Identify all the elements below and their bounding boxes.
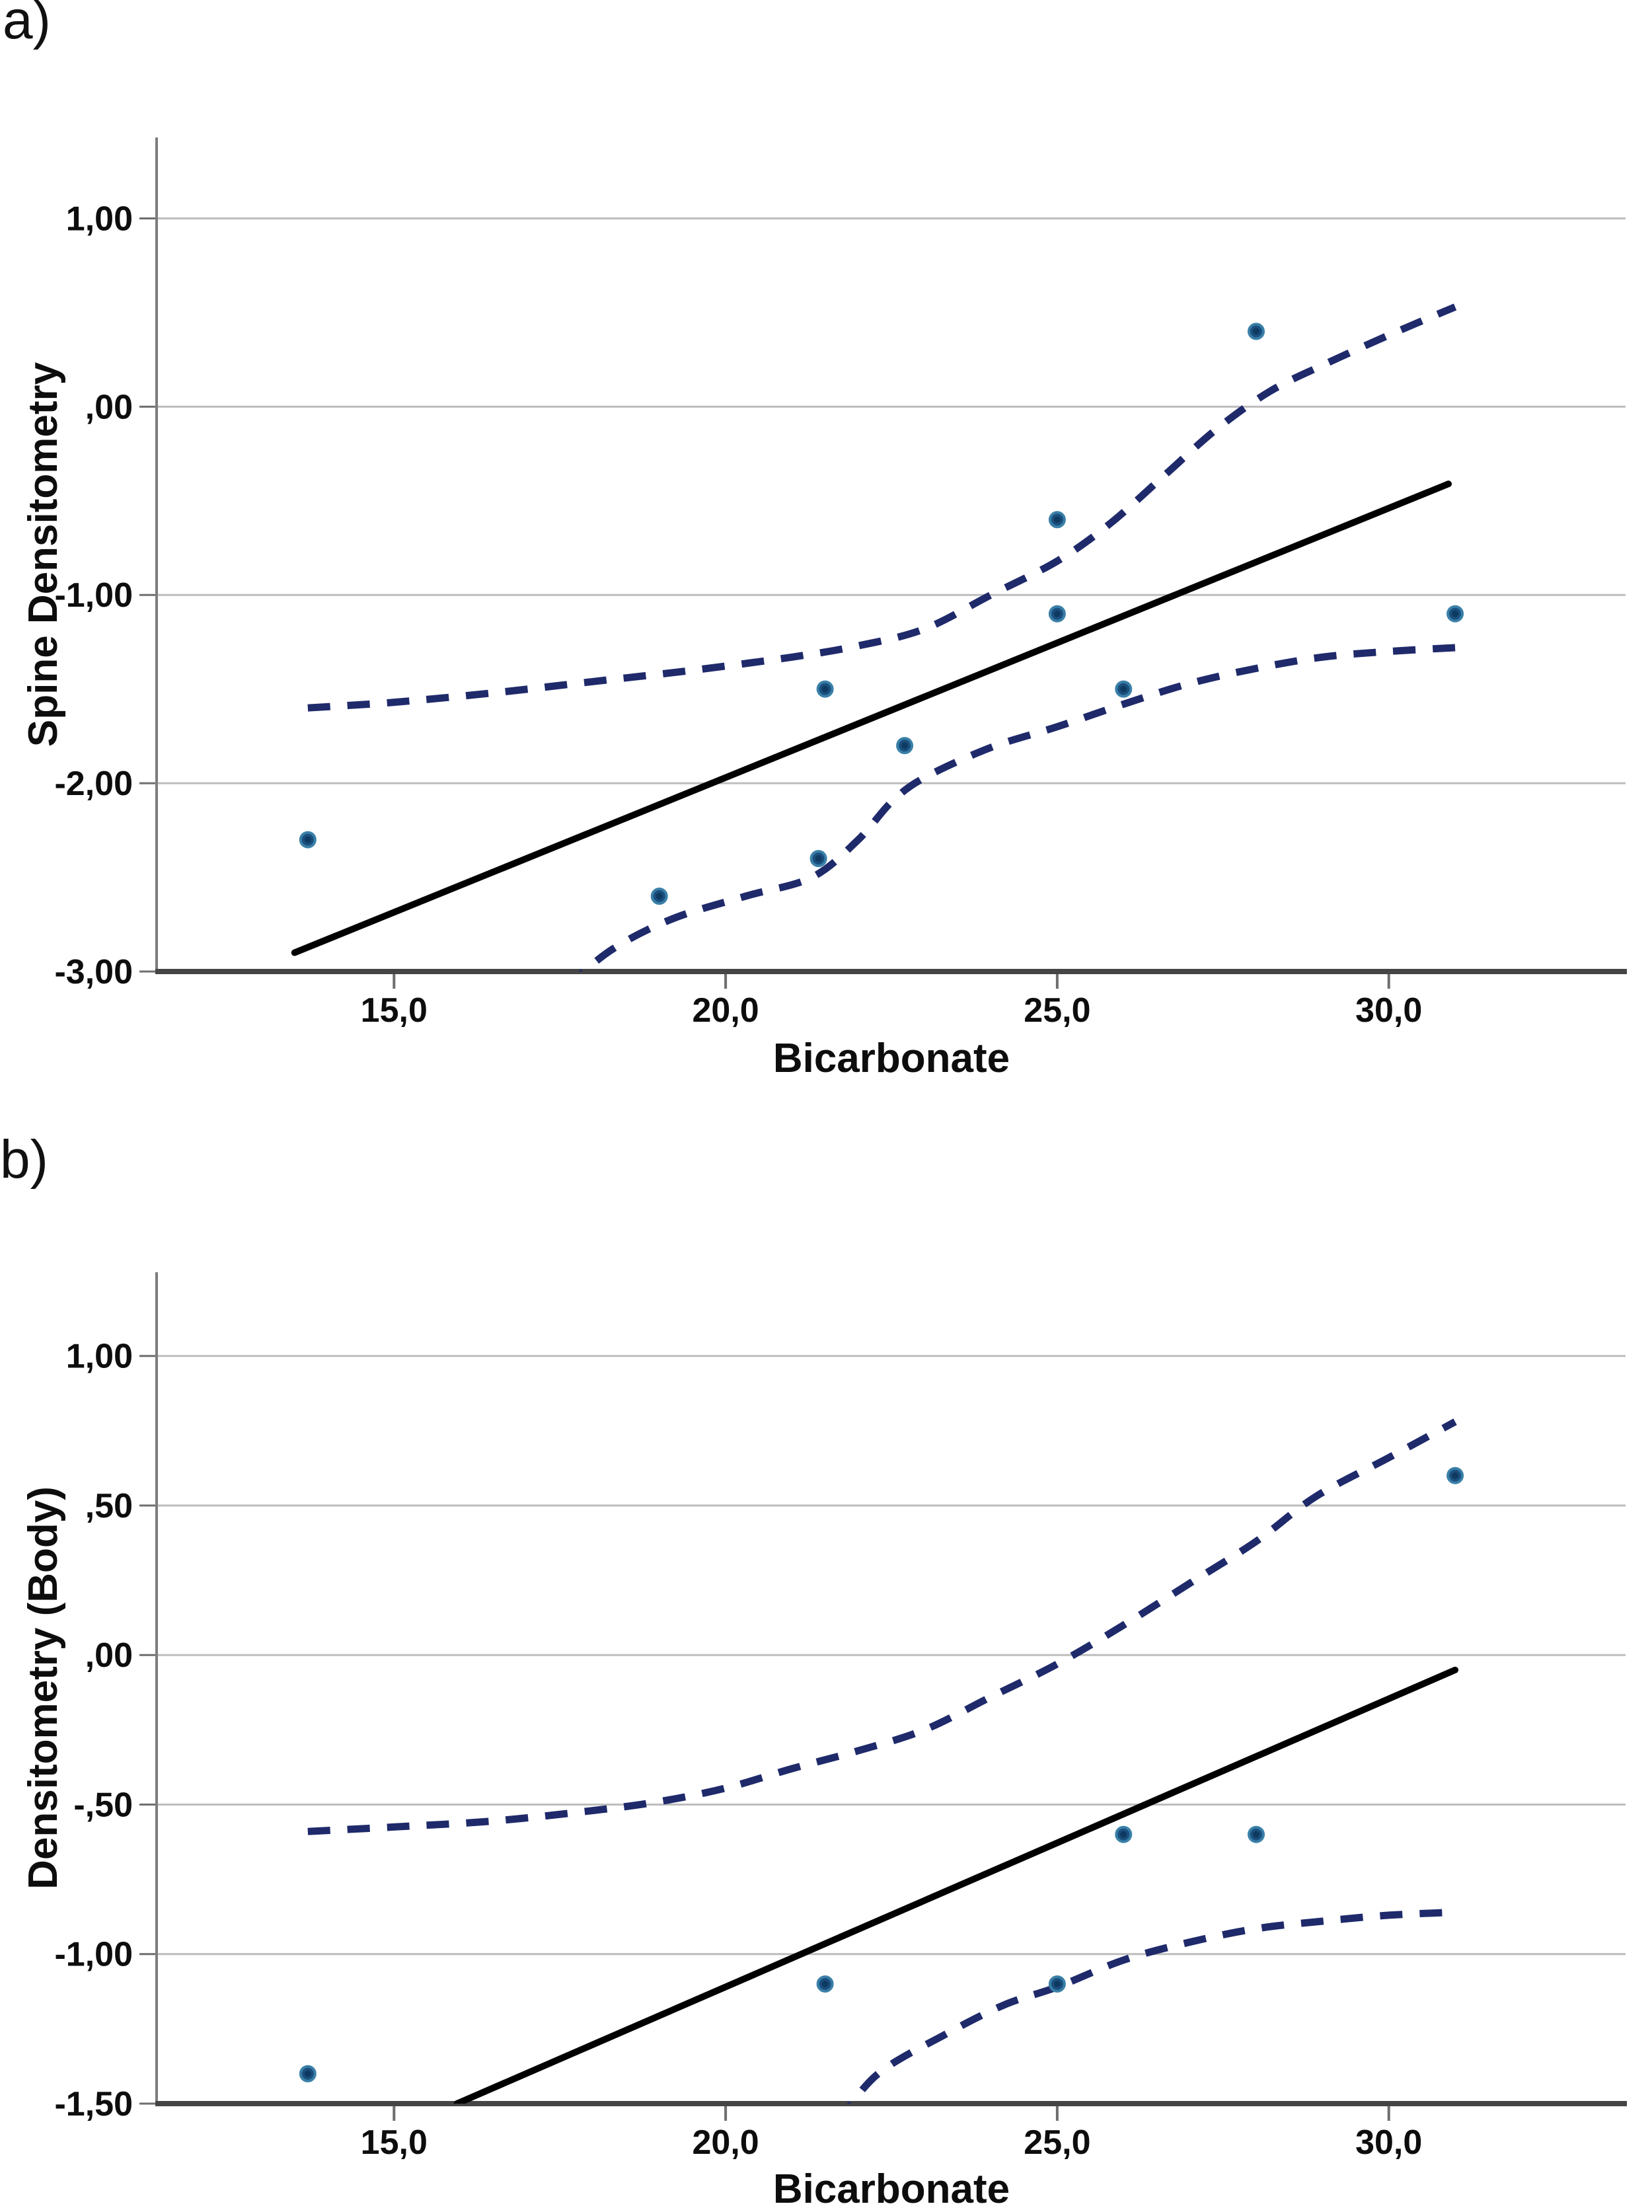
panel-b: b) Densitometry (Body) Bicarbonate 1,00,…	[0, 1129, 1627, 2212]
plot-b-y-axis-title: Densitometry (Body)	[20, 1486, 66, 1889]
y-tick-label: 1,00	[66, 1338, 133, 1376]
plot-a-y-axis-title: Spine Densitometry	[20, 362, 66, 747]
plot-a-x-axis-title: Bicarbonate	[773, 1036, 1010, 1081]
plot-b-x-axis-title: Bicarbonate	[773, 2166, 1010, 2212]
ci-upper-curve	[307, 1418, 1457, 1835]
y-tick-label: -3,00	[54, 953, 133, 991]
x-tick-label: 25,0	[1024, 2123, 1090, 2162]
data-point-core	[1120, 1831, 1127, 1838]
x-tick-label: 15,0	[361, 2123, 428, 2162]
y-tick-label: -1,50	[54, 2085, 133, 2123]
panel-b-label: b)	[0, 1129, 48, 1190]
x-tick-label: 25,0	[1024, 991, 1090, 1030]
y-tick-label: 1,00	[66, 200, 133, 238]
data-point-core	[1053, 516, 1061, 523]
data-point-core	[1452, 1472, 1459, 1479]
data-point-core	[815, 855, 822, 862]
fit-line	[291, 480, 1452, 956]
data-point-core	[821, 685, 829, 693]
ci-lower-curve	[846, 1908, 1456, 2104]
ci-upper-curve	[307, 303, 1457, 712]
data-point-core	[1120, 685, 1127, 693]
panel-a-label: a)	[3, 0, 51, 50]
data-point-core	[1252, 1831, 1259, 1838]
panel-a: a) Spine Densitometry Bicarbonate 1,00 ,0…	[3, 0, 1627, 1081]
y-tick-label: ,50	[85, 1487, 133, 1525]
x-tick-label: 20,0	[692, 2123, 759, 2162]
data-point-core	[1252, 328, 1259, 335]
data-point-core	[656, 893, 663, 900]
data-point-core	[304, 2070, 311, 2077]
fit-line	[453, 1666, 1459, 2104]
y-tick-label: -1,00	[54, 1936, 133, 1974]
y-tick-label: -2,00	[54, 765, 133, 803]
x-tick-label: 20,0	[692, 991, 759, 1030]
y-tick-label: -1,00	[54, 576, 133, 615]
ci-lower-curve	[578, 644, 1456, 972]
data-point-core	[1053, 610, 1061, 617]
data-point-core	[901, 742, 909, 749]
plot-a-canvas: 1,00 ,00 -1,00 -2,00 -3,00 15,0 20,0 25,0 30,0	[54, 137, 1627, 1030]
data-point-core	[821, 1980, 829, 1987]
y-tick-label: -,50	[73, 1786, 133, 1824]
y-tick-label: ,00	[85, 388, 133, 426]
data-point-core	[1053, 1980, 1061, 1987]
y-tick-label: ,00	[85, 1636, 133, 1675]
data-point-core	[1452, 610, 1459, 617]
x-tick-label: 30,0	[1355, 2123, 1422, 2162]
x-tick-label: 15,0	[361, 991, 428, 1030]
plot-b-canvas: 1,00 ,50 ,00 -,50 -1,00 -1,50 15,0 20,0 25,0 30,0	[54, 1272, 1627, 2162]
data-point-core	[304, 836, 311, 843]
x-tick-label: 30,0	[1355, 991, 1422, 1030]
